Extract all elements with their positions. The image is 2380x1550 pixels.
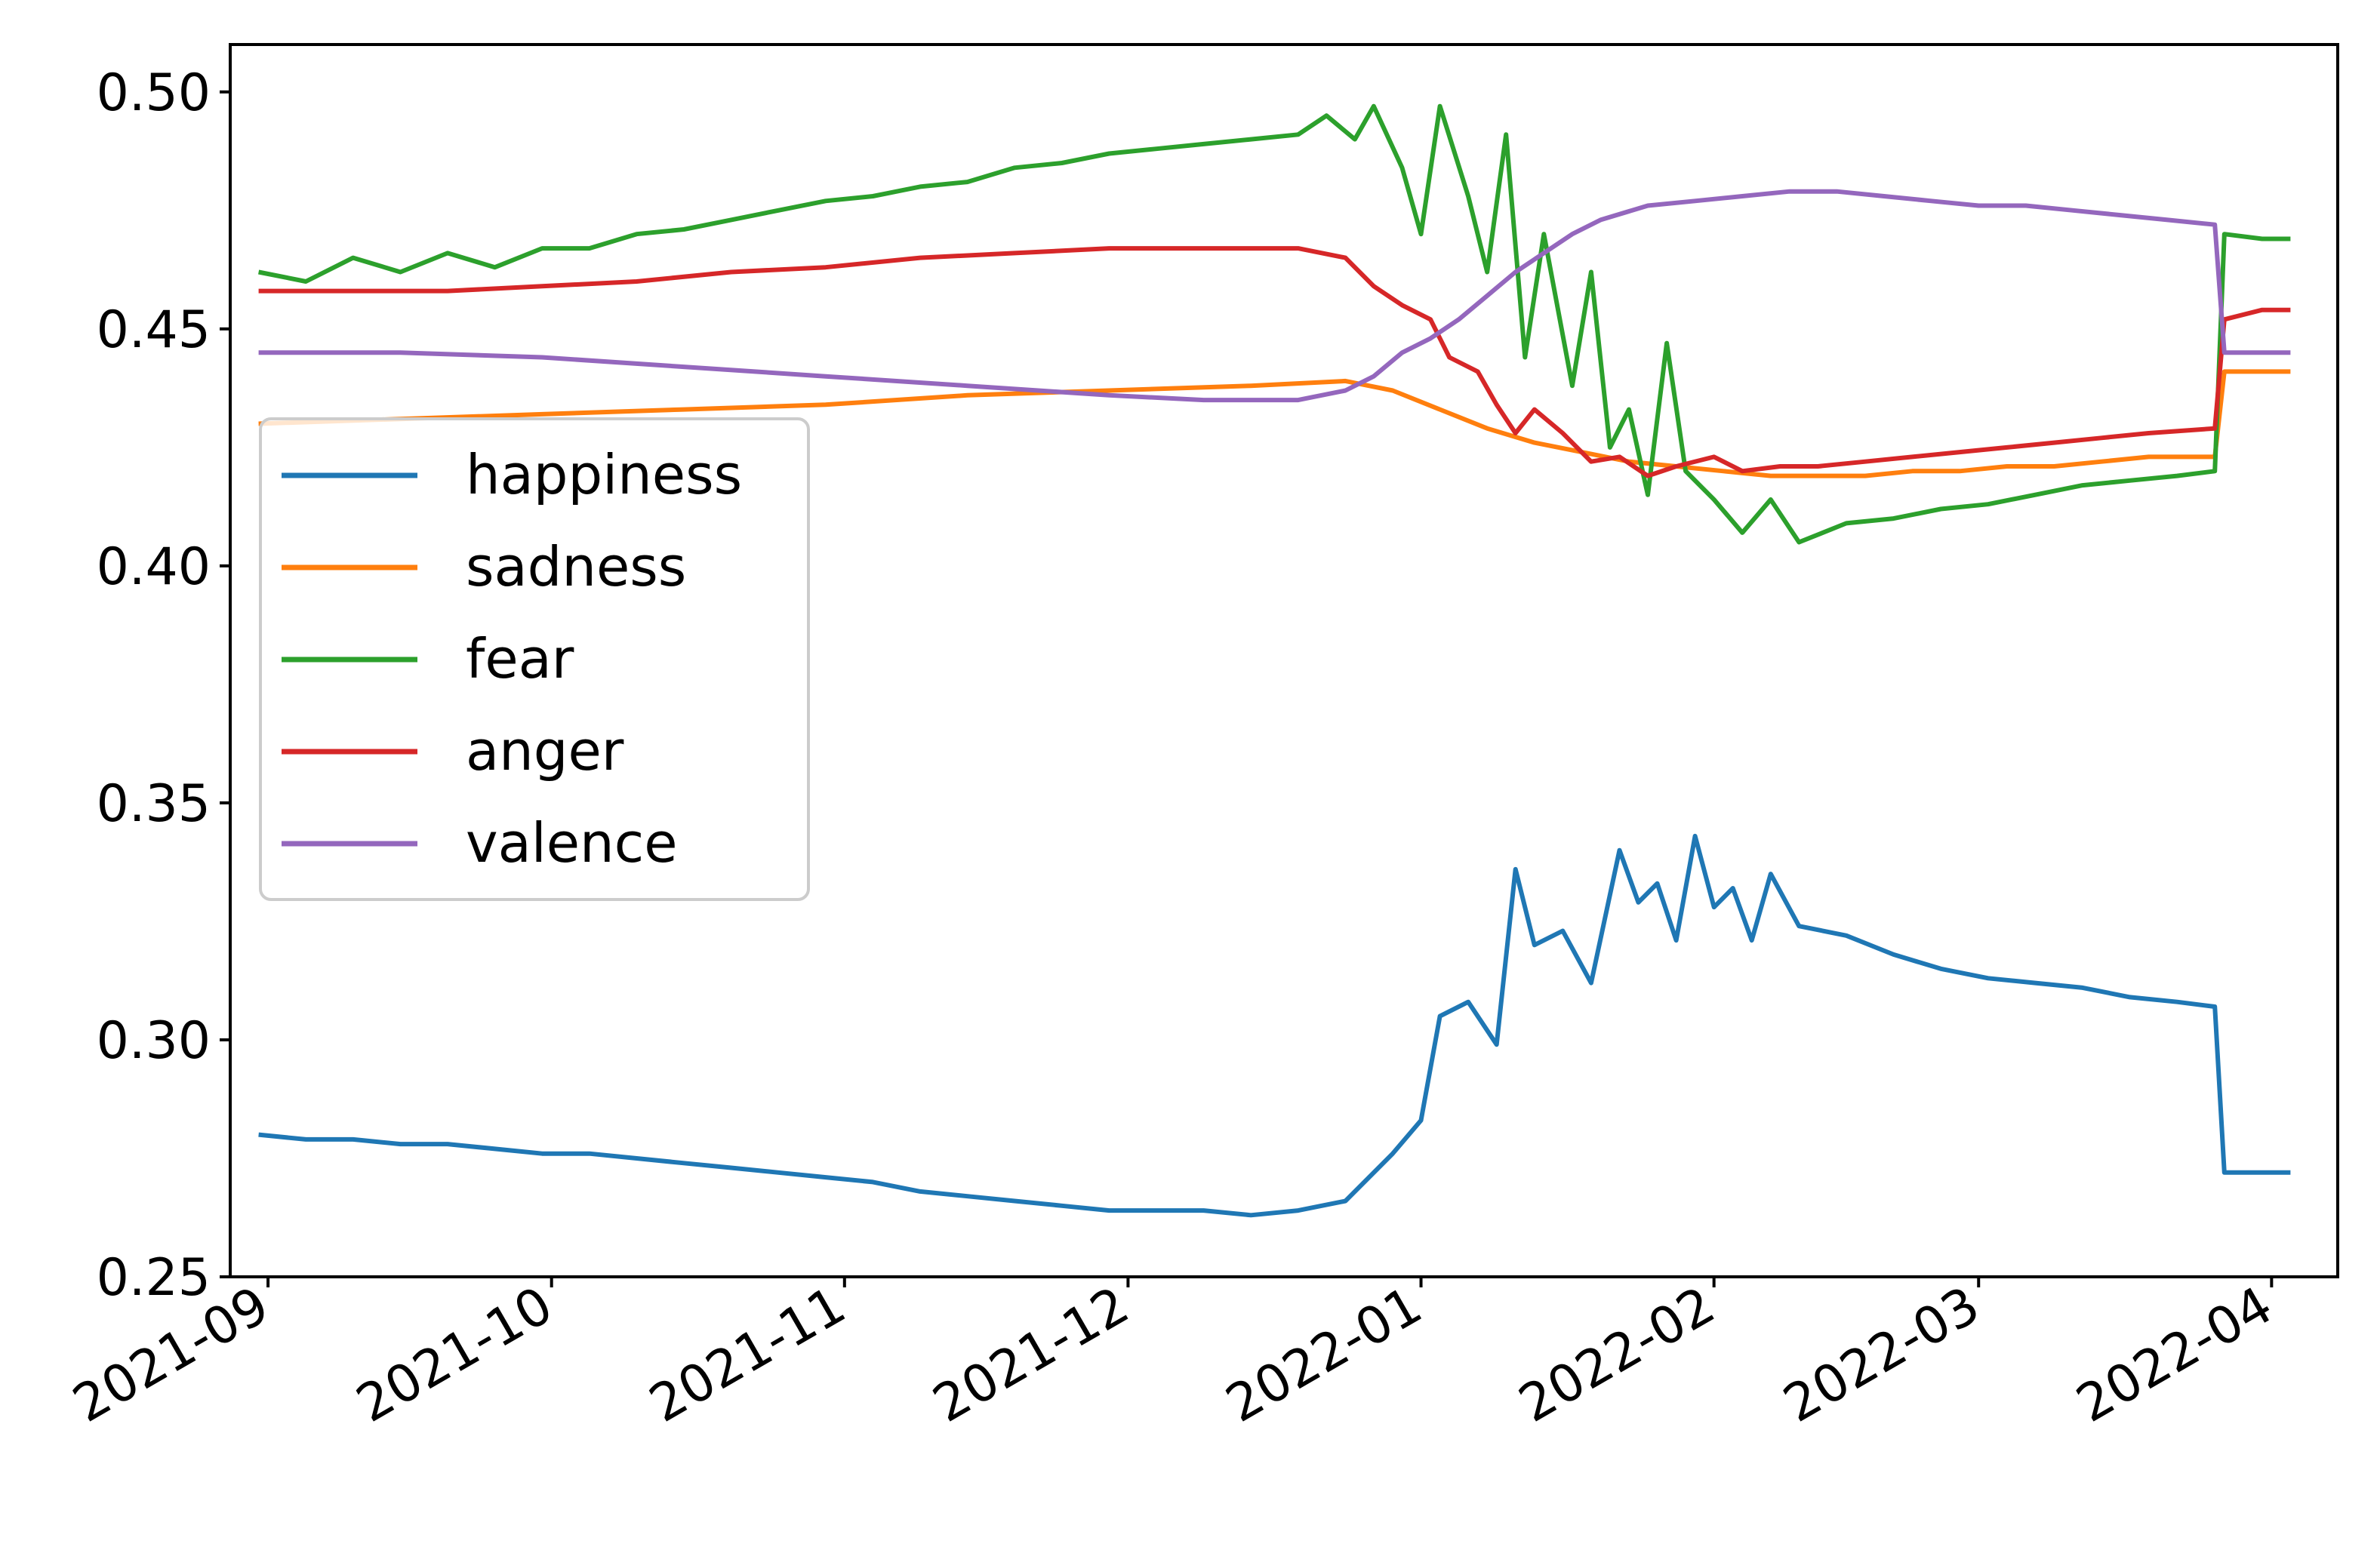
series-line-fear [258,103,2291,545]
y-axis: 0.25 0.30 0.35 0.40 0.45 0.50 [97,63,230,1308]
series-line-valence [258,189,2291,403]
y-tick-label: 0.45 [97,300,211,360]
legend-label-happiness: happiness [466,443,742,506]
legend-label-anger: anger [466,719,624,783]
series-layer [258,103,2291,1218]
legend: happiness sadness fear anger valence [259,417,810,901]
plot-frame [229,43,2339,1278]
legend-label-sadness: sadness [466,535,686,598]
legend-box [259,417,810,901]
y-tick-label: 0.35 [97,774,211,834]
y-tick-label: 0.40 [97,537,211,597]
legend-label-valence: valence [466,811,678,875]
y-tick-label: 0.25 [97,1248,211,1308]
legend-label-fear: fear [466,627,574,690]
series-line-happiness [258,833,2291,1218]
series-line-anger [258,246,2291,478]
y-tick-label: 0.50 [97,63,211,123]
y-tick-label: 0.30 [97,1011,211,1071]
